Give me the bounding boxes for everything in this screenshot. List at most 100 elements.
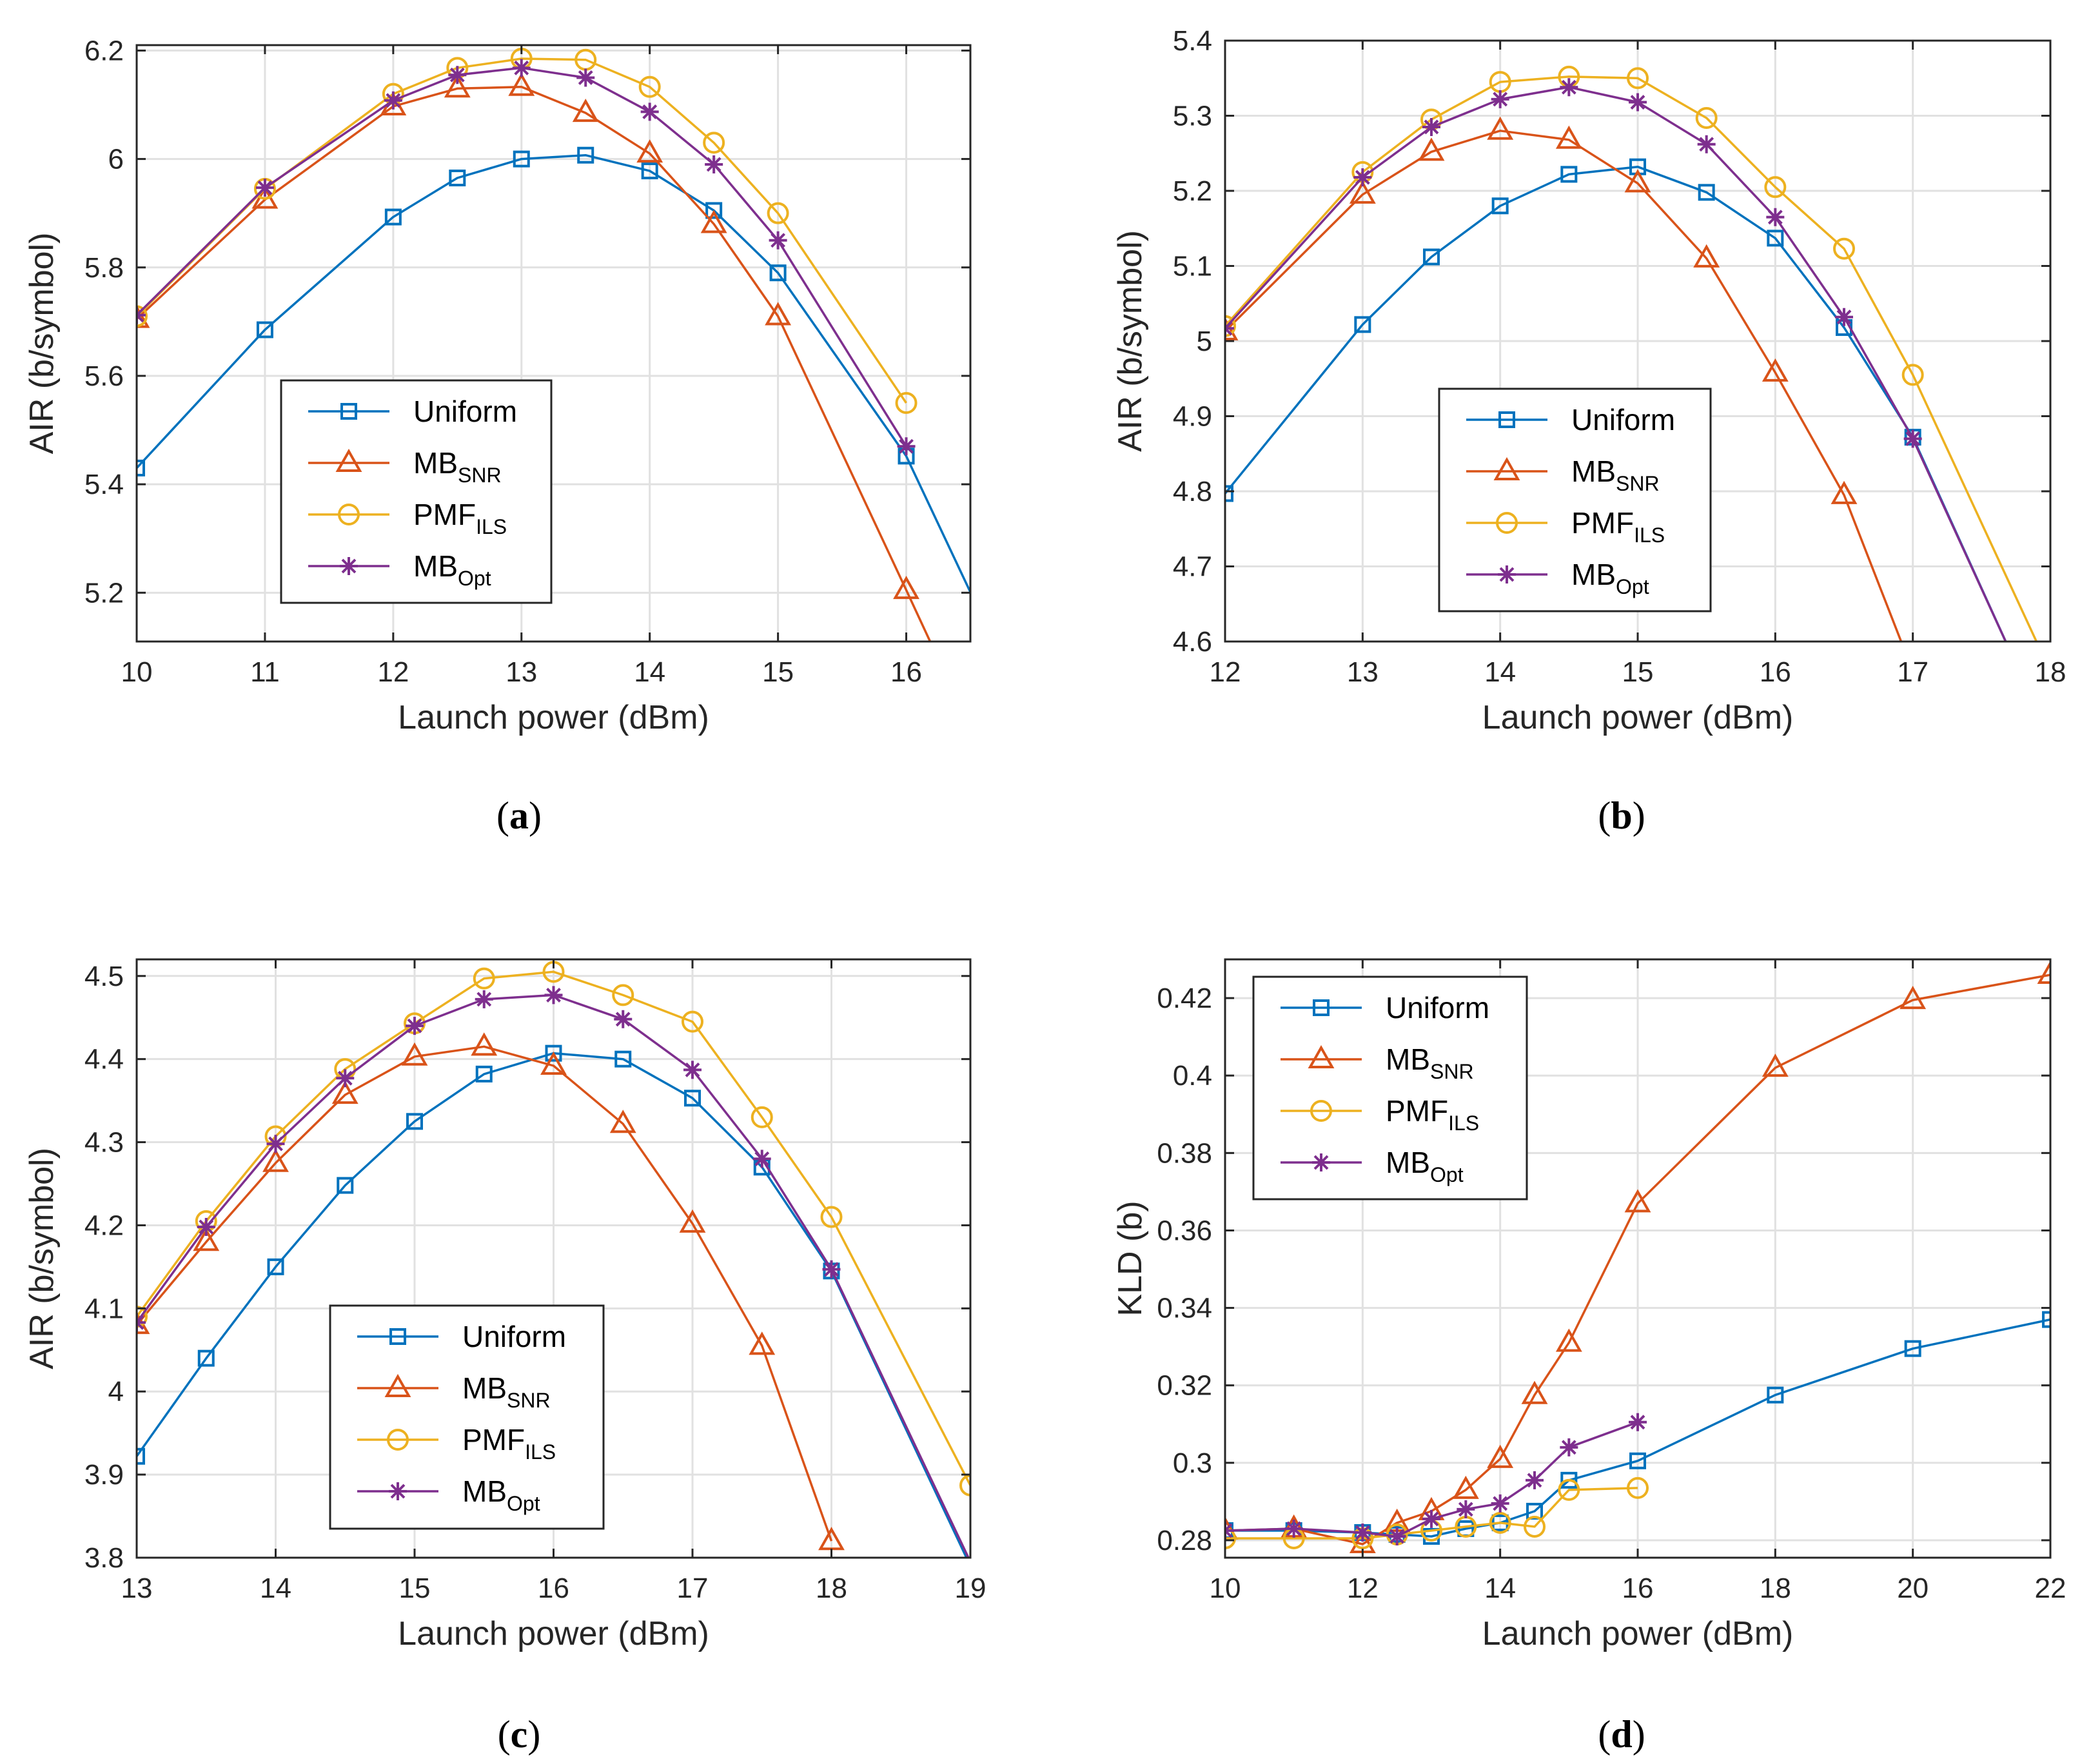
legend-label: MBSNR bbox=[1571, 455, 1660, 495]
data-point-MB_SNR bbox=[444, 74, 471, 98]
data-point-MB_Opt bbox=[1388, 1527, 1406, 1545]
legend-label: MBOpt bbox=[1386, 1146, 1464, 1186]
panel-caption: (b) bbox=[1598, 794, 1645, 837]
x-tick-label: 15 bbox=[399, 1573, 431, 1604]
data-point-Uniform bbox=[641, 162, 658, 180]
data-point-Uniform bbox=[406, 1113, 423, 1130]
data-point-MB_Opt bbox=[406, 1017, 424, 1035]
y-tick-label: 4.1 bbox=[84, 1293, 124, 1324]
y-tick-label: 4.8 bbox=[1173, 476, 1212, 507]
legend-marker-MB_Opt bbox=[1312, 1153, 1330, 1171]
x-tick-label: 17 bbox=[1897, 656, 1929, 688]
data-point-MB_Opt bbox=[752, 1150, 771, 1168]
data-point-PMF_ILS bbox=[682, 1010, 703, 1033]
series-group bbox=[1225, 65, 2038, 642]
data-point-MB_Opt bbox=[1560, 1438, 1578, 1456]
data-point-Uniform bbox=[1354, 316, 1371, 333]
data-point-PMF_ILS bbox=[703, 132, 725, 154]
legend: Uniform MBSNR PMFILS MBOpt bbox=[329, 1304, 605, 1530]
data-point-PMF_ILS bbox=[137, 1306, 148, 1328]
x-axis-label: Launch power (dBm) bbox=[398, 1615, 709, 1652]
plot-area bbox=[137, 45, 970, 642]
y-tick-label: 5.4 bbox=[1173, 25, 1212, 57]
y-tick-label: 6.2 bbox=[84, 35, 124, 66]
y-tick-label: 5.2 bbox=[1173, 175, 1212, 207]
data-point-MB_Opt bbox=[266, 1135, 285, 1153]
x-tick-label: 14 bbox=[1484, 1573, 1516, 1604]
x-tick-label: 18 bbox=[816, 1573, 847, 1604]
data-point-Uniform bbox=[137, 1447, 145, 1465]
y-tick-label: 4.4 bbox=[84, 1044, 124, 1075]
x-tick-label: 15 bbox=[762, 656, 794, 688]
data-point-MB_Opt bbox=[255, 179, 274, 197]
data-point-Uniform bbox=[545, 1044, 562, 1062]
data-point-PMF_ILS bbox=[1833, 237, 1855, 260]
data-point-MB_SNR bbox=[1487, 116, 1514, 140]
data-point-MB_SNR bbox=[1555, 1328, 1582, 1352]
data-point-MB_SNR bbox=[1624, 1189, 1651, 1213]
y-tick-label: 0.38 bbox=[1157, 1137, 1212, 1169]
data-point-Uniform bbox=[769, 264, 787, 282]
data-point-MB_SNR bbox=[1487, 1444, 1514, 1468]
series-line-PMF_ILS bbox=[137, 970, 970, 1486]
data-point-MB_Opt bbox=[1457, 1500, 1475, 1518]
data-point-Uniform bbox=[267, 1258, 284, 1275]
data-point-PMF_ILS bbox=[1627, 1476, 1649, 1499]
data-point-PMF_ILS bbox=[473, 967, 495, 990]
data-point-MB_Opt bbox=[384, 91, 402, 110]
data-point-Uniform bbox=[256, 321, 273, 338]
x-tick-label: 22 bbox=[2035, 1573, 2066, 1604]
series-group bbox=[137, 961, 970, 1558]
data-point-MB_SNR bbox=[1831, 480, 1858, 504]
data-point-MB_Opt bbox=[822, 1260, 841, 1279]
data-point-MB_Opt bbox=[1422, 117, 1440, 136]
y-axis-label: AIR (b/symbol) bbox=[23, 1148, 61, 1369]
data-point-MB_SNR bbox=[1693, 244, 1720, 268]
data-point-PMF_ILS bbox=[1901, 364, 1924, 386]
legend-item-PMF_ILS: PMFILS bbox=[1466, 506, 1665, 547]
panel-caption: (c) bbox=[498, 1713, 541, 1756]
data-point-Uniform bbox=[337, 1177, 354, 1194]
legend: Uniform MBSNR PMFILS MBOpt bbox=[1252, 975, 1528, 1200]
data-point-MB_SNR bbox=[1624, 169, 1651, 193]
series-group bbox=[137, 48, 970, 642]
legend-marker-Uniform bbox=[340, 403, 357, 420]
data-point-Uniform bbox=[1491, 197, 1509, 215]
legend-item-MB_SNR: MBSNR bbox=[1281, 1043, 1474, 1083]
axes-box bbox=[135, 44, 972, 643]
x-axis-label: Launch power (dBm) bbox=[1482, 699, 1794, 736]
series-line-Uniform bbox=[137, 153, 970, 595]
data-point-PMF_ILS bbox=[1627, 67, 1649, 90]
data-point-MB_SNR bbox=[508, 72, 535, 96]
y-tick-label: 5 bbox=[1197, 326, 1212, 357]
x-tick-label: 13 bbox=[506, 656, 537, 688]
data-point-MB_Opt bbox=[614, 1010, 633, 1028]
data-point-Uniform bbox=[1560, 1471, 1578, 1489]
y-tick-label: 4.7 bbox=[1173, 551, 1212, 583]
x-tick-label: 10 bbox=[1210, 1573, 1241, 1604]
legend-item-MB_SNR: MBSNR bbox=[308, 446, 502, 487]
x-tick-label: 14 bbox=[634, 656, 665, 688]
data-point-PMF_ILS bbox=[959, 1474, 970, 1496]
legend-label: MBSNR bbox=[413, 446, 502, 487]
data-point-Uniform bbox=[614, 1050, 632, 1068]
data-point-MB_SNR bbox=[1555, 125, 1582, 149]
chart-panel-a: 10 11 12 13 14 15 16 5.2 5.4 5.6 5.8 6 6.2 Launch pow… bbox=[23, 35, 972, 837]
data-point-MB_SNR bbox=[609, 1110, 636, 1133]
legend-label: MBOpt bbox=[1571, 558, 1649, 598]
x-tick-label: 12 bbox=[1210, 656, 1241, 688]
data-point-Uniform bbox=[384, 208, 402, 226]
x-tick-label: 16 bbox=[890, 656, 922, 688]
data-point-MB_Opt bbox=[1422, 1509, 1440, 1528]
data-point-MB_Opt bbox=[1491, 90, 1509, 108]
legend-label: MBSNR bbox=[462, 1371, 551, 1412]
y-tick-label: 0.32 bbox=[1157, 1370, 1212, 1402]
series-line-MB_SNR bbox=[137, 1045, 833, 1542]
data-point-Uniform bbox=[137, 459, 145, 476]
data-point-MB_SNR bbox=[636, 139, 663, 163]
x-tick-label: 20 bbox=[1897, 1573, 1929, 1604]
legend-item-MB_SNR: MBSNR bbox=[357, 1371, 551, 1412]
legend-label: PMFILS bbox=[1386, 1094, 1479, 1135]
y-tick-label: 0.28 bbox=[1157, 1525, 1212, 1556]
y-tick-label: 0.34 bbox=[1157, 1293, 1212, 1324]
